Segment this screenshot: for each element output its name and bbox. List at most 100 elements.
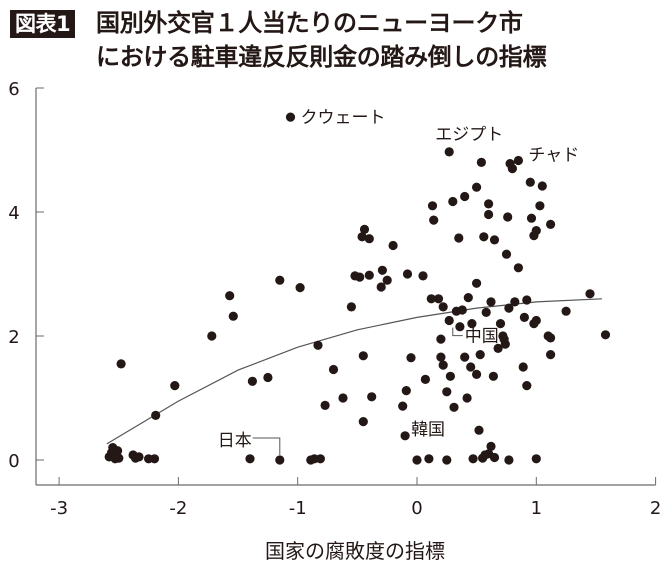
data-point [116, 359, 126, 369]
chart-title-line-2: における駐車違反反則金の踏み倒しの指標 [96, 43, 547, 71]
axes: 0 2 4 6 -3 -2 -1 0 1 2 [8, 79, 661, 519]
data-point [320, 400, 330, 410]
data-point [486, 297, 496, 307]
data-points [104, 112, 611, 465]
data-point [245, 454, 255, 464]
figure-badge: 図表1 [10, 10, 76, 38]
data-point [114, 453, 124, 463]
data-point [402, 269, 413, 279]
data-point [438, 360, 448, 370]
data-point [486, 441, 496, 451]
data-point [401, 386, 411, 396]
data-point [525, 177, 535, 187]
data-point [247, 376, 257, 386]
data-point [537, 181, 547, 191]
data-point [503, 212, 513, 222]
data-point [489, 452, 500, 463]
y-tick-label: 4 [8, 203, 19, 224]
point-annotation: 中国 [465, 327, 499, 347]
data-point [406, 353, 416, 363]
data-point [377, 265, 387, 275]
data-point [445, 371, 455, 381]
data-point [295, 283, 305, 293]
data-point [600, 330, 611, 340]
data-point [338, 393, 348, 403]
data-point [489, 235, 500, 245]
data-point [225, 291, 235, 301]
x-tick-label: 1 [531, 498, 542, 519]
data-point [424, 454, 434, 464]
data-point [522, 381, 532, 391]
data-point [400, 431, 410, 441]
data-point [315, 454, 325, 464]
data-point [442, 455, 452, 465]
data-point [357, 232, 367, 242]
chart-title-line-1: 国別外交官１人当たりのニューヨーク市 [96, 9, 523, 37]
data-point [518, 362, 528, 372]
data-point [442, 387, 452, 397]
data-point [427, 201, 438, 211]
data-point [376, 282, 386, 292]
data-point [519, 312, 530, 322]
data-point [460, 191, 470, 202]
data-point [546, 333, 556, 343]
data-point [475, 350, 485, 360]
data-point [285, 112, 296, 122]
data-point [412, 455, 422, 465]
data-point [531, 226, 541, 236]
data-point [468, 454, 478, 464]
data-point [170, 381, 180, 391]
data-point [355, 272, 365, 282]
data-point [359, 224, 370, 234]
data-point [382, 275, 392, 285]
data-point [444, 315, 454, 326]
data-point [585, 289, 595, 299]
x-tick-label: -3 [50, 498, 68, 519]
data-point [228, 311, 238, 321]
data-point [433, 294, 444, 304]
data-point [513, 155, 524, 166]
x-tick-label: -1 [289, 498, 307, 519]
point-annotation: 日本 [218, 431, 252, 451]
data-point [546, 350, 556, 360]
data-point [398, 401, 408, 411]
data-point [457, 305, 467, 315]
data-point [474, 425, 484, 435]
data-point [481, 307, 491, 317]
data-point [436, 334, 446, 344]
data-point [388, 240, 398, 251]
point-annotation: チャド [528, 146, 579, 166]
x-axis-label: 国家の腐敗度の指標 [265, 539, 445, 563]
data-point [513, 263, 524, 273]
data-point [444, 147, 454, 157]
data-point [275, 275, 285, 285]
data-point [501, 249, 512, 259]
data-point [134, 452, 144, 462]
data-point [526, 213, 537, 223]
data-point [420, 374, 430, 384]
data-point [358, 351, 368, 361]
data-point [462, 393, 472, 403]
data-point [364, 270, 374, 280]
x-tick-label: 2 [650, 498, 661, 519]
data-point [367, 392, 377, 402]
data-point [418, 271, 428, 281]
data-point [328, 364, 339, 375]
data-point [495, 319, 506, 329]
y-tick-label: 6 [8, 79, 19, 100]
data-point [455, 322, 465, 332]
data-point [466, 362, 476, 372]
data-point [463, 293, 473, 303]
data-point [436, 352, 446, 362]
data-point [531, 315, 541, 326]
data-point [207, 331, 217, 341]
data-point [358, 417, 368, 427]
data-point [263, 372, 273, 383]
data-point [504, 303, 514, 313]
data-point [275, 455, 285, 465]
data-point [476, 157, 486, 167]
data-point [449, 402, 459, 412]
point-annotation: エジプト [435, 125, 503, 145]
data-point [113, 446, 123, 456]
data-point [472, 369, 482, 379]
